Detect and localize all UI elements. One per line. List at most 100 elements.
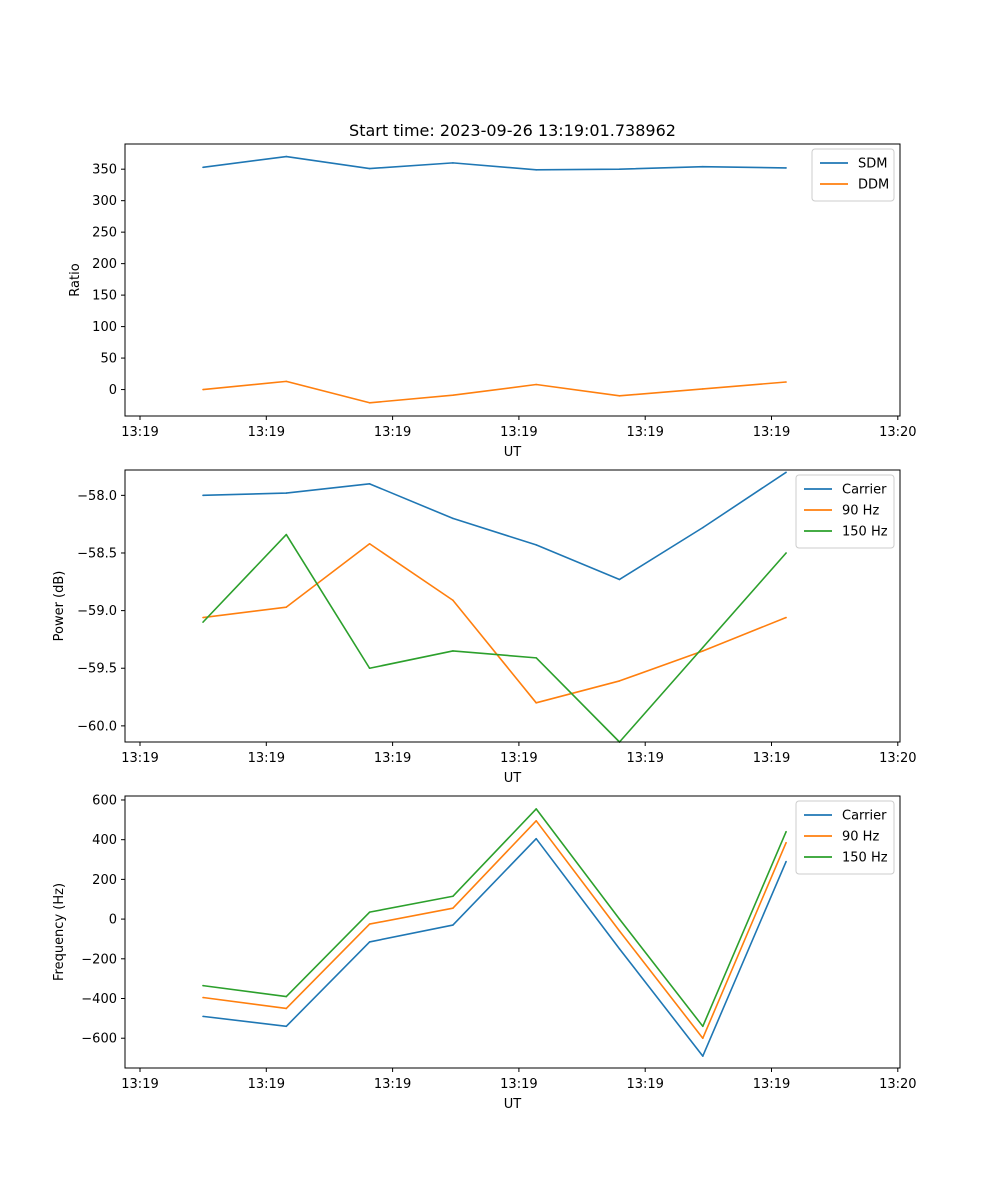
- data-point: [202, 621, 204, 623]
- y-tick-label: 400: [92, 833, 117, 848]
- legend-label: 90 Hz: [842, 504, 879, 519]
- data-point: [618, 948, 621, 950]
- series-line-sdm: [202, 155, 787, 171]
- x-tick-label: 13:20: [879, 1077, 916, 1092]
- y-tick-label: 100: [92, 320, 117, 335]
- data-point: [535, 702, 537, 704]
- x-tick-label: 13:19: [121, 751, 158, 766]
- data-point: [785, 860, 787, 863]
- y-tick-label: −59.5: [77, 662, 117, 677]
- y-tick-label: 300: [92, 194, 117, 209]
- data-point: [285, 492, 288, 494]
- data-point: [702, 1037, 704, 1040]
- x-tick-label: 13:19: [626, 1077, 663, 1092]
- legend-label: DDM: [858, 178, 889, 193]
- data-point: [618, 680, 621, 682]
- legend-label: 150 Hz: [842, 525, 888, 540]
- x-tick-label: 13:20: [879, 425, 916, 440]
- data-point: [452, 599, 454, 602]
- data-point: [368, 483, 371, 485]
- y-tick-label: 0: [109, 383, 117, 398]
- x-tick-label: 13:19: [626, 425, 663, 440]
- y-tick-label: −59.0: [77, 604, 117, 619]
- data-point: [618, 168, 621, 170]
- data-point: [202, 996, 204, 999]
- legend-box: [811, 148, 895, 202]
- y-tick-label: −58.0: [77, 489, 117, 504]
- y-tick-label: −60.0: [77, 719, 117, 734]
- series-line-carrier: [202, 837, 787, 1057]
- data-point: [702, 526, 704, 529]
- y-tick-label: 200: [92, 257, 117, 272]
- data-point: [618, 918, 621, 920]
- series-line-150-hz: [202, 808, 787, 1028]
- data-point: [702, 1055, 704, 1057]
- x-tick-label: 13:19: [626, 751, 663, 766]
- data-point: [535, 544, 537, 546]
- x-axis-label: UT: [504, 445, 522, 460]
- x-tick-label: 13:19: [753, 1077, 790, 1092]
- x-tick-label: 13:19: [121, 425, 158, 440]
- x-tick-label: 13:19: [248, 425, 285, 440]
- series-line-150-hz: [202, 533, 787, 743]
- legend-label: 90 Hz: [842, 830, 879, 845]
- x-tick-label: 13:19: [500, 425, 537, 440]
- data-point: [702, 646, 704, 649]
- x-tick-label: 13:19: [500, 751, 537, 766]
- series-line-ddm: [202, 380, 787, 404]
- legend-box: [795, 474, 895, 549]
- data-point: [285, 1007, 288, 1010]
- y-tick-label: 0: [109, 913, 117, 928]
- data-point: [785, 616, 787, 619]
- data-point: [285, 380, 288, 383]
- x-tick-label: 13:19: [374, 1077, 411, 1092]
- y-tick-label: 200: [92, 873, 117, 888]
- y-tick-label: −400: [81, 992, 117, 1007]
- legend-box: [795, 800, 895, 875]
- legend: Carrier 90 Hz 150 Hz: [795, 800, 895, 875]
- data-point: [702, 650, 704, 652]
- x-axis-label: UT: [504, 771, 522, 786]
- data-point: [368, 941, 371, 943]
- series-line-90-hz: [202, 542, 787, 704]
- data-point: [785, 841, 787, 844]
- data-point: [452, 907, 454, 909]
- data-point: [452, 162, 454, 164]
- legend: Carrier 90 Hz 150 Hz: [795, 474, 895, 549]
- data-point: [618, 395, 621, 397]
- subplot-3: 13:19 13:19 13:19 13:19 13:19 13:19 13:20 UT −60…: [52, 793, 917, 1112]
- x-tick-label: 13:19: [753, 751, 790, 766]
- data-point: [368, 667, 371, 670]
- y-tick-label: 600: [92, 793, 117, 808]
- data-point: [452, 895, 454, 898]
- data-point: [368, 542, 371, 545]
- y-axis-label: Frequency (Hz): [52, 883, 67, 981]
- legend: SDM DDM: [811, 148, 895, 202]
- legend-label: 150 Hz: [842, 851, 888, 866]
- y-tick-label: 150: [92, 289, 117, 304]
- legend-label: SDM: [858, 157, 887, 172]
- data-point: [285, 995, 288, 998]
- data-point: [452, 517, 454, 520]
- data-point: [368, 167, 371, 170]
- y-tick-label: 250: [92, 226, 117, 241]
- y-axis-label: Power (dB): [52, 571, 67, 642]
- x-tick-label: 13:19: [374, 425, 411, 440]
- data-point: [785, 471, 787, 474]
- data-point: [618, 578, 621, 581]
- data-point: [202, 1015, 204, 1018]
- data-point: [618, 930, 621, 932]
- subplot-1: Start time: 2023-09-26 13:19:01.738962 13…: [68, 121, 917, 460]
- data-point: [702, 388, 704, 390]
- x-tick-label: 13:19: [753, 425, 790, 440]
- x-tick-label: 13:20: [879, 751, 916, 766]
- data-point: [202, 494, 204, 497]
- data-point: [285, 606, 288, 608]
- series-line-90-hz: [202, 820, 787, 1040]
- x-tick-label: 13:19: [248, 751, 285, 766]
- x-tick-label: 13:19: [374, 751, 411, 766]
- data-point: [368, 911, 371, 913]
- y-axis-label: Ratio: [68, 263, 83, 296]
- chart-title: Start time: 2023-09-26 13:19:01.738962: [349, 121, 676, 140]
- data-point: [285, 1025, 288, 1028]
